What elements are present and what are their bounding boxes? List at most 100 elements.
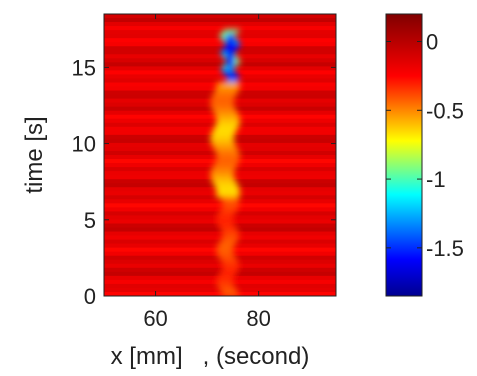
heatmap-feature-cell	[220, 239, 238, 243]
heatmap-feature-cell	[224, 73, 237, 76]
heatmap-feature-cell	[222, 293, 239, 296]
heatmap-feature-cell	[221, 70, 235, 73]
colorbar-tick-label: 0	[426, 30, 438, 55]
heatmap-feature-cell	[217, 243, 235, 248]
heatmap-feature-cell	[216, 246, 234, 250]
heatmap-core	[226, 33, 235, 68]
heatmap-feature-cell	[211, 168, 235, 172]
heatmap-feature-cell	[210, 102, 234, 107]
heatmap-feature-cell	[220, 196, 238, 200]
colorbar-gradient	[385, 13, 423, 297]
heatmap-feature-cell	[221, 291, 238, 295]
heatmap-feature-cell	[221, 229, 238, 233]
heatmap-feature-cell	[227, 75, 240, 78]
colorbar: 0 -0.5 -1 -1.5	[385, 13, 464, 297]
heatmap-feature-cell	[217, 221, 234, 225]
heatmap-row	[104, 54, 336, 59]
heatmap-row	[104, 231, 336, 237]
heatmap-row	[104, 46, 336, 51]
heatmap-feature-cell	[226, 74, 239, 77]
heatmap-row	[104, 42, 336, 47]
heatmap-feature-cell	[211, 105, 235, 109]
heatmap-feature-cell	[216, 156, 240, 161]
heatmap-features	[210, 29, 241, 296]
colorbar-tick-label: -1	[426, 167, 446, 192]
heatmap-feature-cell	[211, 96, 235, 101]
heatmap-feature-cell	[222, 231, 239, 235]
plot-frame	[103, 13, 337, 297]
heatmap-feature-cell	[215, 159, 239, 164]
y-tick-label: 5	[84, 208, 96, 233]
heatmap-feature-cell	[212, 108, 236, 112]
heatmap-feature-cell	[222, 234, 240, 238]
heatmap-feature-cell	[219, 288, 237, 292]
heatmap-feature-cell	[216, 219, 234, 223]
heatmap-feature-cell	[211, 142, 236, 147]
heatmap-feature-cell	[215, 185, 239, 189]
heatmap-feature-cell	[222, 204, 239, 208]
heatmap-feature-cell	[214, 148, 239, 152]
heatmap-feature-cell	[224, 29, 240, 32]
heatmap-feature-cell	[218, 211, 235, 215]
heatmap-feature-cell	[211, 131, 236, 135]
heatmap-feature-cell	[221, 206, 238, 210]
heatmap-row	[104, 18, 336, 23]
heatmap-feature-cell	[219, 209, 237, 213]
x-axis-ticks: 60 80	[143, 14, 271, 331]
heatmap-feature-cell	[221, 236, 239, 240]
heatmap-feature-cell	[217, 214, 234, 218]
heatmap-feature-cell	[210, 174, 234, 178]
heatmap-row	[104, 70, 336, 75]
heatmap-feature-cell	[222, 263, 240, 267]
heatmap-feature-cell	[222, 199, 239, 203]
heatmap-row	[104, 291, 336, 296]
heatmap-feature-cell	[215, 88, 239, 92]
heatmap-row	[104, 50, 336, 55]
heatmap-row	[104, 199, 336, 204]
heatmap-feature-cell	[216, 191, 240, 195]
heatmap-feature-cell	[216, 122, 240, 127]
heatmap-feature-cell	[224, 81, 236, 84]
heatmap-row	[104, 235, 336, 241]
heatmap-feature-cell	[216, 281, 233, 285]
heatmap-feature-cell	[214, 91, 238, 95]
heatmap-feature-cell	[220, 258, 238, 262]
heatmap-feature-cell	[213, 145, 237, 149]
heatmap-feature-cell	[216, 116, 240, 121]
heatmap-feature-cell	[212, 165, 236, 169]
y-axis-label: time [s]	[21, 116, 48, 193]
y-tick-label: 10	[72, 132, 96, 157]
heatmap-feature-cell	[212, 179, 236, 184]
heatmap-row	[104, 26, 336, 31]
heatmap-feature-cell	[219, 241, 236, 245]
heatmap-row	[104, 58, 336, 63]
heatmap-feature-cell	[216, 154, 240, 158]
heatmap-feature-cell	[216, 119, 240, 124]
heatmap-feature-cell	[227, 77, 240, 80]
heatmap-feature-cell	[217, 253, 235, 257]
heatmap-feature-cell	[210, 99, 234, 104]
heatmap-feature-cell	[222, 201, 240, 205]
heatmap-feature-cell	[216, 251, 234, 255]
heatmap-feature-cell	[216, 188, 240, 192]
heatmap-row	[104, 30, 336, 35]
x-axis-label: x [mm] , (second)	[111, 343, 310, 370]
heatmap-row	[104, 195, 336, 200]
heatmap-feature-cell	[221, 67, 234, 70]
heatmap-feature-cell	[216, 194, 240, 198]
heatmap-row	[104, 78, 336, 83]
colorbar-ticks: 0 -0.5 -1 -1.5	[386, 30, 464, 261]
heatmap-feature-cell	[216, 151, 240, 155]
y-axis-ticks: 0 5 10 15	[72, 55, 336, 309]
heatmap-feature-cell	[223, 30, 239, 33]
heatmap-feature-cell	[210, 139, 235, 144]
heatmap-row	[104, 74, 336, 79]
heatmap-feature-cell	[221, 268, 239, 272]
colorbar-tick-label: -0.5	[426, 98, 464, 123]
heatmap-feature-cell	[221, 69, 234, 72]
heatmap-feature-cell	[214, 111, 238, 115]
heatmap-feature-cell	[226, 79, 238, 82]
heatmap-feature-cell	[217, 276, 234, 280]
heatmap-feature-cell	[210, 134, 235, 138]
